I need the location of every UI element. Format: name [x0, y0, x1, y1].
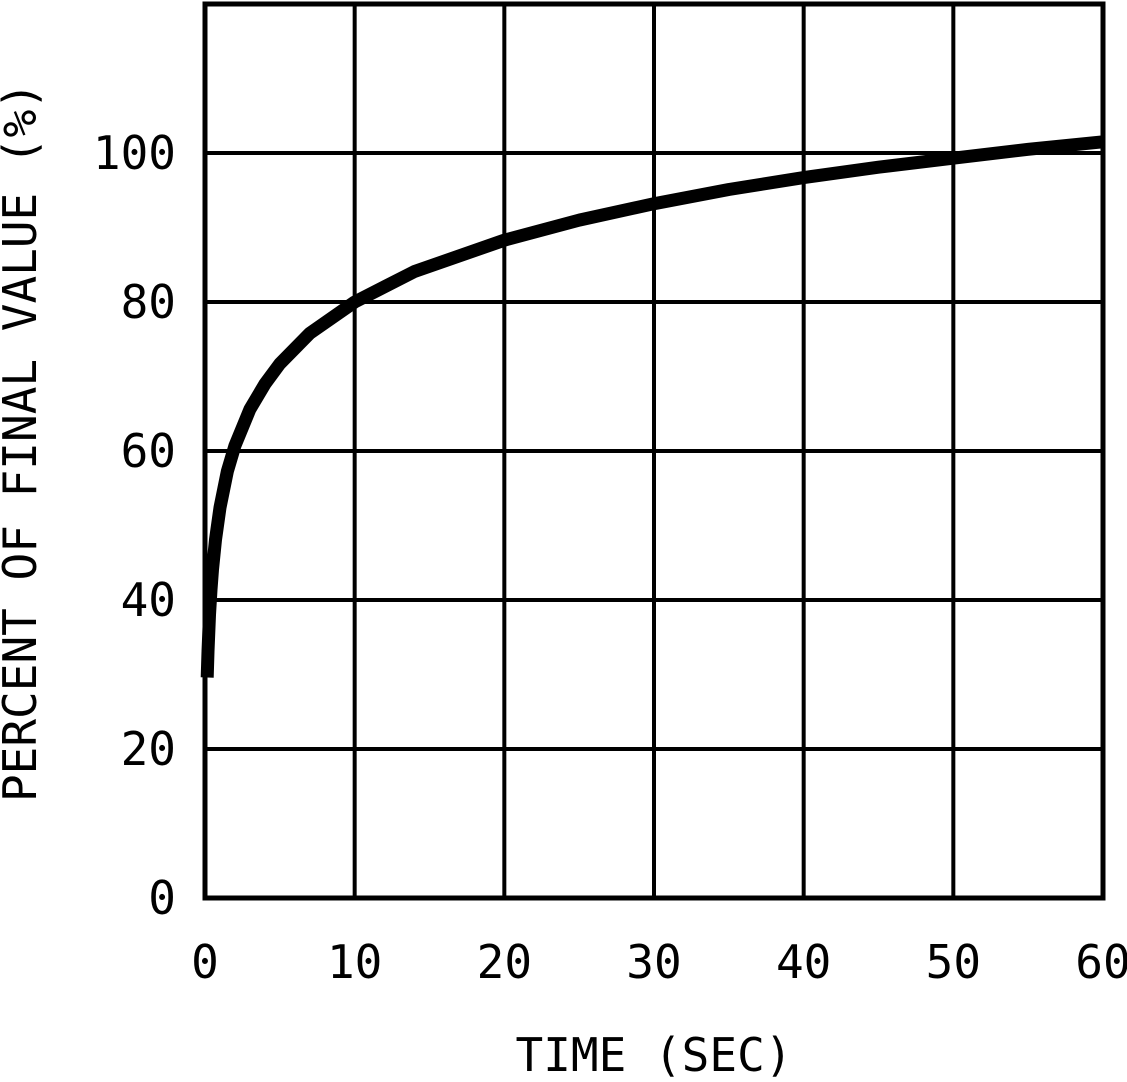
- y-axis-title: PERCENT OF FINAL VALUE (%): [0, 82, 47, 802]
- x-tick-label: 30: [626, 935, 681, 989]
- data-curve: [200, 135, 1104, 678]
- x-tick-label: 10: [327, 935, 382, 989]
- x-tick-labels: 0 10 20 30 40 50 60: [191, 935, 1127, 989]
- series-percent-of-final-value: [200, 135, 1104, 678]
- x-tick-label: 40: [776, 935, 831, 989]
- y-tick-label: 60: [121, 424, 176, 478]
- x-tick-label: 0: [191, 935, 219, 989]
- plot-border: [202, 1, 1106, 901]
- y-tick-label: 20: [121, 722, 176, 776]
- y-tick-label: 100: [93, 126, 176, 180]
- x-axis-title: TIME (SEC): [516, 1028, 793, 1082]
- y-tick-label: 0: [148, 871, 176, 925]
- x-tick-label: 20: [477, 935, 532, 989]
- y-tick-label: 80: [121, 275, 176, 329]
- x-tick-label: 60: [1075, 935, 1127, 989]
- y-tick-labels: 0 20 40 60 80 100: [93, 126, 176, 925]
- y-tick-label: 40: [121, 573, 176, 627]
- x-tick-label: 50: [926, 935, 981, 989]
- gridlines: [205, 4, 1103, 898]
